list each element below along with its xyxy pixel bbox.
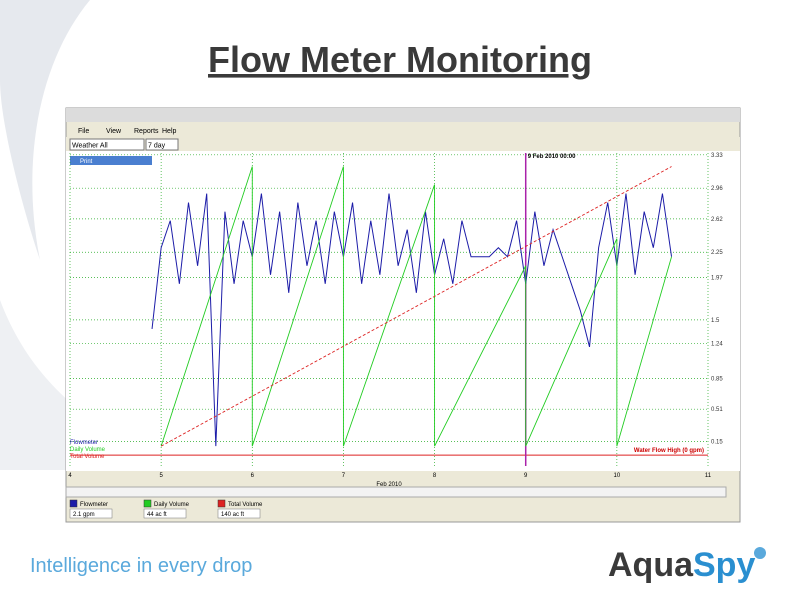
x-tick-label: 6 bbox=[251, 473, 255, 479]
legend-entry: Flowmeter bbox=[70, 440, 98, 446]
readout-name: Flowmeter bbox=[80, 502, 108, 508]
y-tick-label: 1.5 bbox=[711, 318, 720, 324]
range-dropdown[interactable] bbox=[145, 138, 179, 151]
logo: AquaSpy bbox=[608, 546, 755, 584]
readout-box bbox=[69, 508, 113, 519]
y-tick-label: 3.33 bbox=[711, 153, 723, 159]
menu-item[interactable]: View bbox=[106, 128, 122, 135]
y-tick-label: 1.97 bbox=[711, 275, 723, 281]
print-label: Print bbox=[80, 159, 93, 165]
toolbar bbox=[66, 137, 740, 151]
logo-accent: Spy bbox=[693, 546, 755, 584]
readout-value: 44 ac ft bbox=[147, 512, 167, 518]
site-select: Weather All bbox=[72, 143, 108, 150]
alarm-label: Water Flow High (0 gpm) bbox=[634, 448, 704, 454]
chart-area bbox=[66, 151, 740, 471]
y-tick-label: 2.62 bbox=[711, 217, 723, 223]
print-button[interactable] bbox=[70, 156, 152, 165]
x-tick-label: 8 bbox=[433, 473, 437, 479]
logo-drop bbox=[754, 547, 766, 559]
y-tick-label: 0.85 bbox=[711, 377, 723, 383]
swoosh bbox=[0, 300, 180, 470]
legend-entry: Total Volume bbox=[70, 454, 105, 460]
readout-box bbox=[143, 508, 187, 519]
scrollbar[interactable] bbox=[65, 486, 727, 498]
marker-annotation: 9 Feb 2010 00:00 bbox=[528, 154, 576, 160]
readout-value: 140 ac ft bbox=[221, 512, 244, 518]
series-line bbox=[160, 166, 672, 447]
readout-check[interactable] bbox=[69, 499, 78, 508]
readout-check[interactable] bbox=[217, 499, 226, 508]
x-tick-label: 4 bbox=[68, 473, 72, 479]
readout-value: 2.1 gpm bbox=[73, 512, 95, 518]
series-line bbox=[160, 166, 672, 447]
range-select: 7 day bbox=[148, 143, 166, 150]
y-tick-label: 0.15 bbox=[711, 440, 723, 446]
y-tick-label: 2.25 bbox=[711, 250, 723, 256]
menu-item[interactable]: File bbox=[78, 128, 89, 135]
readout-box bbox=[217, 508, 261, 519]
x-tick-label: 10 bbox=[614, 473, 621, 479]
y-tick-label: 0.51 bbox=[711, 407, 723, 413]
site-dropdown[interactable] bbox=[69, 138, 145, 151]
y-tick-label: 2.96 bbox=[711, 186, 723, 192]
x-tick-label: 9 bbox=[524, 473, 528, 479]
menu-item[interactable]: Help bbox=[162, 128, 177, 135]
readout-check[interactable] bbox=[143, 499, 152, 508]
logo-main: Aqua bbox=[608, 546, 694, 584]
x-tick-label: 7 bbox=[342, 473, 346, 479]
readout-name: Total Volume bbox=[228, 502, 263, 508]
slide-title: Flow Meter Monitoring bbox=[208, 39, 592, 80]
x-tick-label: 11 bbox=[705, 473, 712, 479]
x-axis-label: Feb 2010 bbox=[376, 482, 402, 488]
readout-name: Daily Volume bbox=[154, 502, 190, 508]
legend-entry: Daily Volume bbox=[70, 447, 106, 453]
swoosh bbox=[0, 0, 90, 260]
x-tick-label: 5 bbox=[159, 473, 163, 479]
address-bar bbox=[66, 108, 740, 122]
y-tick-label: 1.24 bbox=[711, 341, 723, 347]
series-line bbox=[151, 193, 673, 447]
menu-item[interactable]: Reports bbox=[134, 128, 159, 135]
tagline: Intelligence in every drop bbox=[30, 555, 252, 577]
